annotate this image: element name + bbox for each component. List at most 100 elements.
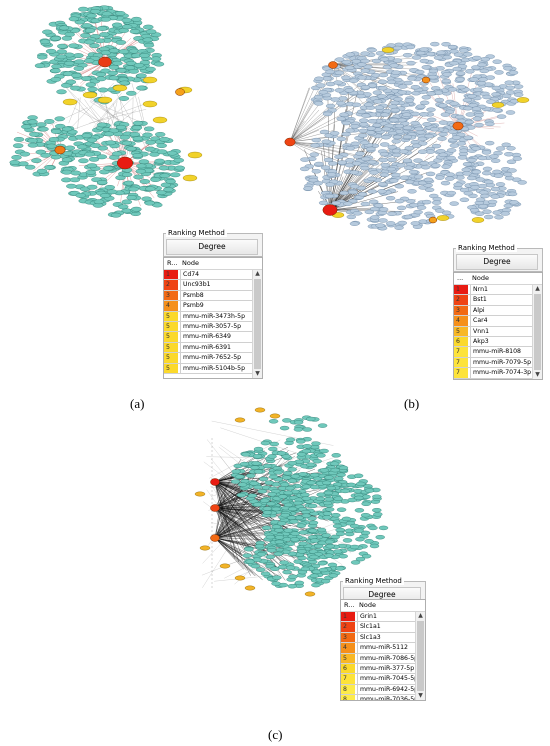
scroll-down-icon[interactable]: ▼	[255, 370, 260, 377]
network-node	[325, 543, 336, 549]
network-node	[324, 553, 334, 558]
table-row[interactable]: 4 mmu-miR-5112	[341, 643, 415, 654]
table-row[interactable]: 5 mmu-miR-7652-5p	[164, 353, 252, 364]
scroll-up-icon[interactable]: ▲	[255, 270, 260, 277]
table-row[interactable]: 5 mmu-miR-6391	[164, 342, 252, 354]
network-node	[375, 223, 385, 228]
scroll-up-icon[interactable]: ▲	[418, 612, 423, 619]
column-node-header[interactable]: Node	[182, 259, 199, 267]
network-node	[86, 13, 97, 19]
network-node	[408, 169, 419, 175]
table-row[interactable]: 5 mmu-miR-7086-5p	[341, 653, 415, 664]
table-row[interactable]: 5 mmu-miR-6349	[164, 332, 252, 343]
table-row[interactable]: 5 mmu-miR-3057-5p	[164, 321, 252, 333]
network-node	[394, 225, 404, 230]
table-row[interactable]: 3 Slc1a3	[341, 632, 415, 644]
network-node	[463, 190, 474, 196]
scrollbar[interactable]: ▲ ▼	[415, 612, 425, 700]
table-row[interactable]: 2 Unc93b1	[164, 280, 252, 291]
network-node	[465, 112, 476, 117]
network-node	[322, 511, 333, 516]
network-edge	[214, 507, 258, 548]
table-row[interactable]: 7 mmu-miR-7065-5p	[454, 378, 532, 379]
network-node	[70, 170, 82, 176]
table-row[interactable]: 1 Cd74	[164, 270, 252, 281]
column-rank-header[interactable]: R...	[167, 259, 178, 267]
table-row[interactable]: 6 Akp3	[454, 336, 532, 348]
network-node	[264, 480, 274, 485]
network-node	[132, 136, 143, 142]
scroll-up-icon[interactable]: ▲	[535, 285, 540, 292]
network-node	[425, 171, 436, 177]
ranking-method-select[interactable]: Degree	[456, 254, 538, 270]
scroll-thumb[interactable]	[534, 294, 541, 370]
network-node	[142, 132, 153, 138]
network-node	[149, 151, 160, 157]
table-row[interactable]: 1 Nrn1	[454, 285, 532, 296]
ranking-method-select[interactable]: Degree	[166, 239, 258, 255]
table-row[interactable]: 3 Alpi	[454, 305, 532, 317]
scrollbar[interactable]: ▲ ▼	[532, 285, 542, 379]
network-node	[378, 218, 388, 223]
network-node	[334, 88, 345, 93]
node-cell: mmu-miR-8108	[470, 347, 532, 357]
scroll-down-icon[interactable]: ▼	[535, 371, 540, 378]
table-row[interactable]: 8 mmu-miR-7036-5p	[341, 695, 415, 700]
network-node	[86, 184, 98, 190]
table-row[interactable]: 7 mmu-miR-7074-3p	[454, 368, 532, 379]
table-row[interactable]: 4 Car4	[454, 316, 532, 327]
network-edge	[54, 82, 114, 145]
network-node	[322, 515, 332, 520]
table-row[interactable]: 4 Psmb9	[164, 301, 252, 312]
table-row[interactable]: 5 Vnn1	[454, 326, 532, 337]
network-node	[495, 182, 506, 187]
rank-cell: 3	[164, 290, 178, 301]
network-node	[328, 161, 338, 166]
network-node	[61, 35, 73, 41]
network-node	[436, 50, 446, 55]
scroll-thumb[interactable]	[417, 621, 424, 691]
network-node	[509, 200, 519, 205]
hub-node	[210, 534, 220, 542]
network-node	[319, 129, 330, 135]
network-node	[449, 101, 459, 106]
network-node	[307, 503, 318, 509]
network-node	[88, 156, 100, 162]
scroll-thumb[interactable]	[254, 279, 261, 369]
network-node	[145, 139, 156, 145]
network-node	[379, 57, 390, 62]
network-node	[86, 137, 98, 143]
table-row[interactable]: 7 mmu-miR-7079-5p	[454, 357, 532, 369]
network-node	[402, 134, 413, 140]
network-node	[310, 143, 320, 148]
network-node	[287, 460, 297, 466]
network-node	[421, 199, 432, 205]
column-rank-header[interactable]: ...	[457, 274, 464, 282]
table-row[interactable]: 7 mmu-miR-7045-5p	[341, 674, 415, 685]
table-row[interactable]: 8 mmu-miR-6942-5p	[341, 684, 415, 696]
network-node	[494, 214, 504, 220]
network-node	[255, 567, 266, 572]
network-node	[462, 52, 473, 57]
table-row[interactable]: 6 mmu-miR-377-5p	[341, 663, 415, 675]
table-row[interactable]: 2 Slc1a1	[341, 622, 415, 633]
table-row[interactable]: 2 Bst1	[454, 295, 532, 306]
column-node-header[interactable]: Node	[472, 274, 489, 282]
table-row[interactable]: 1 Grin1	[341, 612, 415, 623]
table-row[interactable]: 7 mmu-miR-8108	[454, 347, 532, 358]
network-node	[358, 118, 369, 123]
column-rank-header[interactable]: R...	[344, 601, 355, 609]
table-row[interactable]: 3 Psmb8	[164, 290, 252, 302]
panel-label-c: (c)	[268, 727, 283, 742]
scroll-down-icon[interactable]: ▼	[418, 692, 423, 699]
network-node	[446, 155, 456, 161]
network-node	[370, 215, 380, 220]
ranking-rows: 1 Nrn1 2 Bst1 3 Alpi 4 Car4	[454, 285, 532, 379]
mirna-node	[62, 98, 78, 106]
table-row[interactable]: 5 mmu-miR-5104b-5p	[164, 363, 252, 374]
network-node	[446, 148, 457, 153]
column-node-header[interactable]: Node	[359, 601, 376, 609]
scrollbar[interactable]: ▲ ▼	[252, 270, 262, 378]
table-row[interactable]: 5 mmu-miR-3473h-5p	[164, 311, 252, 322]
network-node	[265, 554, 276, 560]
